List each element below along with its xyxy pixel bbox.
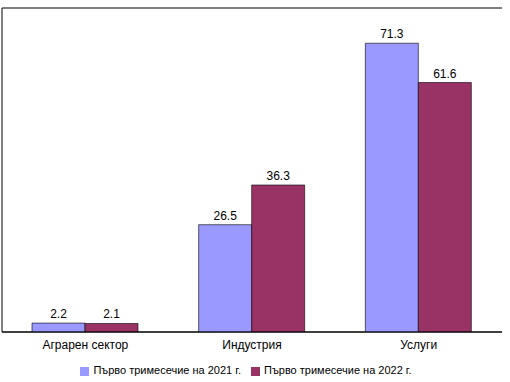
svg-text:Аграрен сектор: Аграрен сектор <box>42 338 128 352</box>
html-text:Първо тримесечие на 2022 г.: Първо тримесечие на 2022 г. <box>264 364 412 376</box>
svg-text:61.6: 61.6 <box>433 67 457 81</box>
svg-text:26.5: 26.5 <box>213 209 237 223</box>
svg-text:2.1: 2.1 <box>103 307 120 321</box>
svg-text:2.2: 2.2 <box>50 307 67 321</box>
svg-text:71.3: 71.3 <box>380 27 404 41</box>
html-text:Първо тримесечие на 2021 г.: Първо тримесечие на 2021 г. <box>93 364 241 376</box>
svg-text:Услуги: Услуги <box>400 338 437 352</box>
svg-text:36.3: 36.3 <box>266 169 290 183</box>
svg-text:Индустрия: Индустрия <box>222 338 282 352</box>
